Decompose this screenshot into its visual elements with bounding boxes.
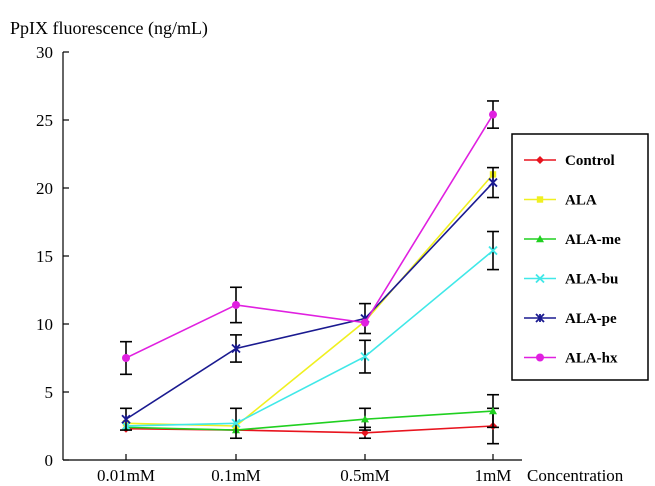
plot-area — [120, 100, 499, 445]
data-point — [360, 352, 370, 362]
y-tick-label: 20 — [36, 179, 53, 198]
series-line — [125, 249, 494, 427]
series-line — [125, 410, 494, 431]
y-tick-label: 15 — [36, 247, 53, 266]
legend-label: Control — [565, 153, 615, 169]
legend-item: ALA-hx — [524, 351, 618, 367]
data-point — [536, 353, 544, 362]
data-point — [488, 177, 498, 188]
series-ala-pe — [120, 166, 499, 431]
data-point — [489, 110, 497, 119]
y-tick-label: 0 — [45, 451, 54, 470]
legend-item: Control — [524, 153, 615, 169]
x-axis-title: Concentration — [527, 466, 624, 485]
data-point — [488, 245, 498, 256]
data-point — [536, 235, 544, 243]
data-point — [536, 156, 544, 164]
legend-label: ALA-bu — [565, 272, 618, 288]
data-point — [361, 415, 369, 423]
data-point — [535, 273, 545, 284]
legend-box — [511, 133, 649, 381]
legend-label: ALA-pe — [565, 311, 617, 327]
x-tick-label: 0.01mM — [97, 466, 155, 485]
data-point — [535, 313, 545, 323]
series-ala — [122, 171, 497, 430]
data-point — [121, 414, 131, 424]
y-tick-label: 5 — [45, 383, 54, 402]
data-point — [231, 418, 241, 428]
series-ala-bu — [121, 230, 499, 440]
x-tick-label: 0.1mM — [211, 466, 261, 485]
series-ala-hx — [120, 100, 499, 376]
data-point — [361, 318, 369, 327]
legend-item: ALA-pe — [524, 311, 617, 327]
x-tick-label: 1mM — [475, 466, 512, 485]
series-line — [125, 182, 494, 420]
legend: Control ALA ALA-me ALA-bu ALA-pe ALA-hx — [511, 133, 649, 381]
data-point — [489, 407, 497, 415]
legend-item: ALA — [524, 193, 597, 209]
legend-label: ALA — [565, 193, 597, 209]
y-tick-label: 10 — [36, 315, 53, 334]
legend-label: ALA-hx — [565, 351, 618, 367]
y-tick-label: 25 — [36, 111, 53, 130]
axes: 0 5 10 15 20 25 30 0.01mM 0.1mM 0.5mM 1mM — [36, 43, 522, 485]
data-point — [536, 196, 544, 203]
y-tick-label: 30 — [36, 43, 53, 62]
data-point — [232, 300, 240, 309]
legend-label: ALA-me — [565, 232, 621, 248]
legend-item: ALA-bu — [524, 272, 618, 288]
data-point — [122, 354, 130, 362]
legend-item: ALA-me — [524, 232, 621, 248]
data-point — [231, 343, 241, 354]
series-ala-me — [122, 393, 499, 434]
series-line — [125, 114, 494, 359]
series-line — [125, 173, 494, 427]
x-tick-label: 0.5mM — [340, 466, 390, 485]
y-axis-title: PpIX fluorescence (ng/mL) — [10, 18, 208, 39]
